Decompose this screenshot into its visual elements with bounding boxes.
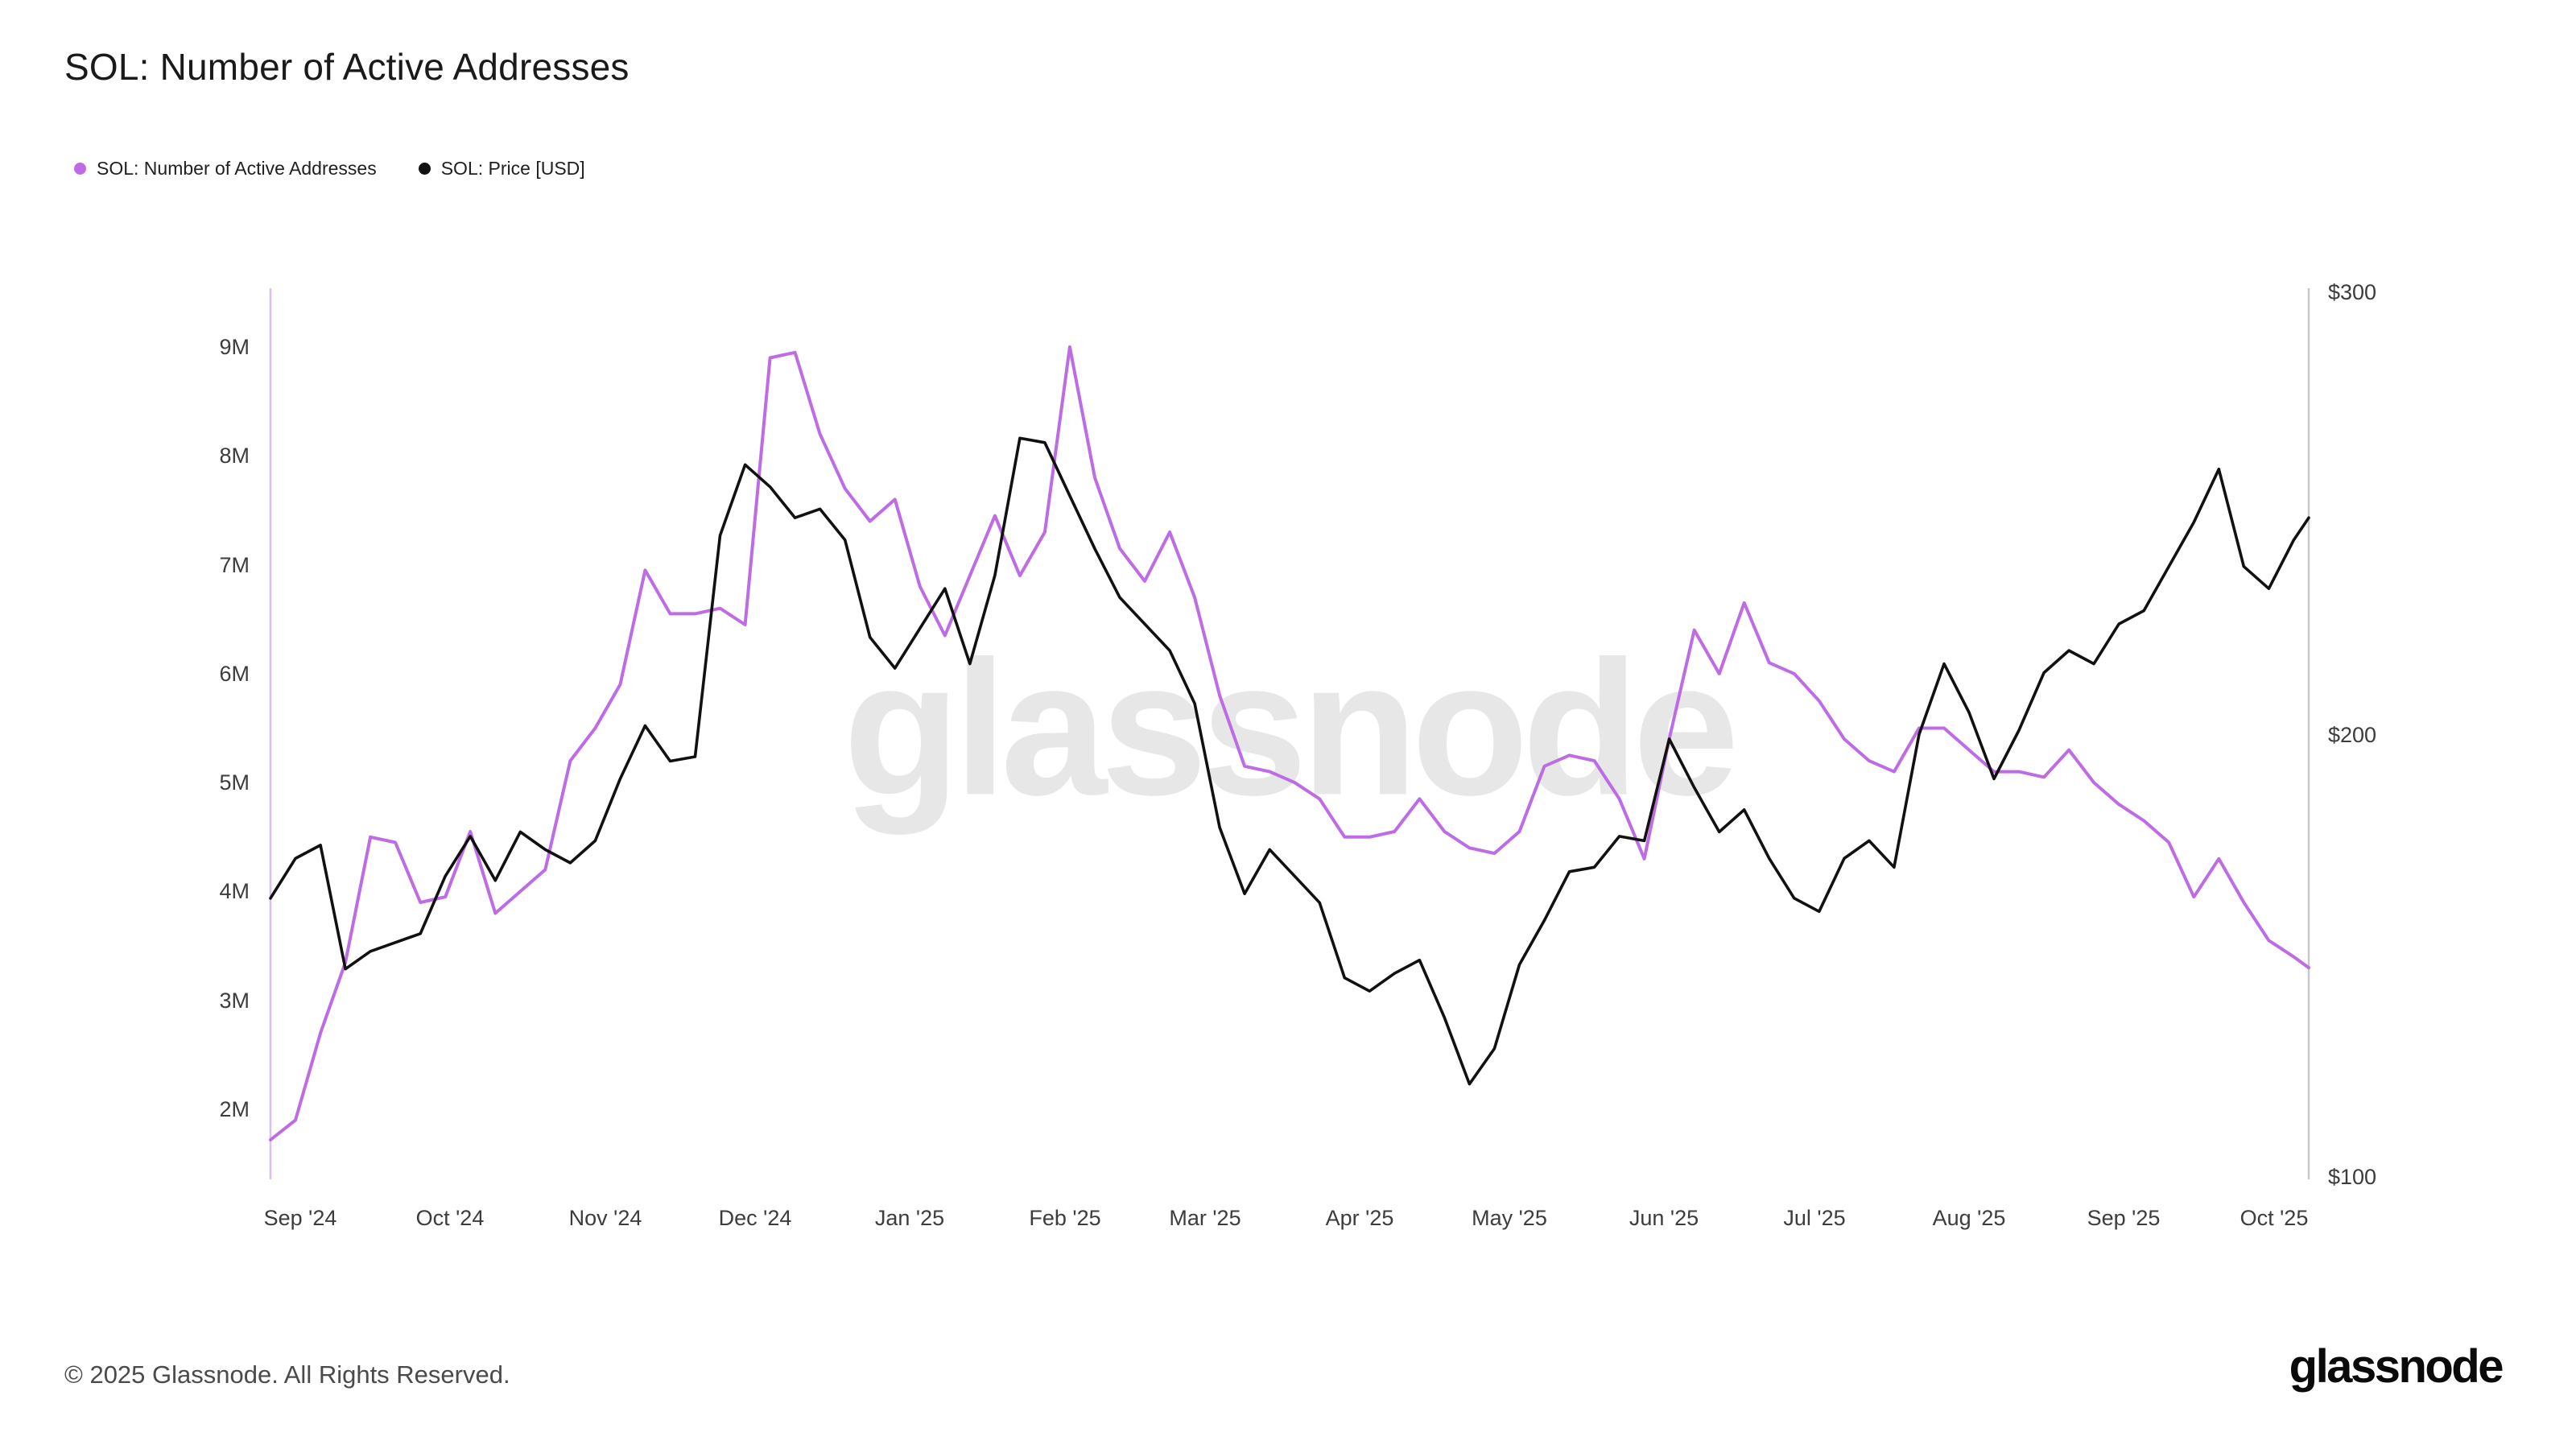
x-axis-tick-2025-05-01: May '25 [1472, 1206, 1547, 1230]
price-series-dot-icon [418, 163, 431, 175]
x-axis-tick-2025-02-01: Feb '25 [1029, 1206, 1101, 1230]
y-axis-left-tick-8M: 8M [219, 444, 250, 469]
series-line-active-addresses [269, 345, 2310, 1141]
y-axis-left-tick-2M: 2M [219, 1097, 250, 1121]
x-axis-tick-2025-08-01: Aug '25 [1932, 1206, 2006, 1230]
y-axis-left-tick-9M: 9M [219, 335, 250, 359]
x-axis-tick-2024-10-01: Oct '24 [415, 1206, 485, 1230]
legend-item-label: SOL: Number of Active Addresses [97, 158, 377, 179]
y-axis-right-tick-100: $100 [2328, 1165, 2377, 1189]
x-axis-tick-2024-12-01: Dec '24 [718, 1206, 792, 1230]
legend-item-label: SOL: Price [USD] [440, 158, 585, 179]
y-axis-left-tick-7M: 7M [219, 552, 250, 577]
y-axis-left-tick-6M: 6M [219, 661, 250, 686]
x-axis-tick-2024-11-01: Nov '24 [568, 1206, 642, 1230]
x-axis-tick-2025-04-01: Apr '25 [1325, 1206, 1394, 1230]
x-axis-tick-2025-09-01: Sep '25 [2087, 1206, 2161, 1230]
chart-legend: SOL: Number of Active Addresses SOL: Pri… [74, 158, 585, 180]
x-axis-tick-2025-07-01: Jul '25 [1783, 1206, 1846, 1230]
page-title: SOL: Number of Active Addresses [64, 46, 630, 88]
y-axis-right-tick-300: $300 [2328, 280, 2377, 304]
y-axis-left-tick-5M: 5M [219, 770, 250, 795]
x-axis-tick-2025-01-01: Jan '25 [874, 1206, 945, 1230]
glassnode-watermark: glassnode [843, 621, 1739, 836]
legend-item-price[interactable]: SOL: Price [USD] [418, 158, 585, 180]
y-axis-right-tick-200: $200 [2328, 722, 2377, 747]
copyright-text: © 2025 Glassnode. All Rights Reserved. [64, 1360, 510, 1389]
addresses-series-dot-icon [74, 163, 86, 175]
y-axis-left-tick-4M: 4M [219, 879, 250, 904]
series-line-price [269, 436, 2310, 1086]
x-axis-tick-2025-03-01: Mar '25 [1169, 1206, 1241, 1230]
glassnode-logo: glassnode [2289, 1340, 2504, 1393]
y-axis-left-tick-3M: 3M [219, 988, 250, 1013]
x-axis-tick-2025-10-01: Oct '25 [2240, 1206, 2309, 1230]
legend-item-active-addresses[interactable]: SOL: Number of Active Addresses [74, 158, 377, 180]
x-axis-tick-2025-06-01: Jun '25 [1629, 1206, 1699, 1230]
x-axis-tick-2024-09-01: Sep '24 [263, 1206, 337, 1230]
